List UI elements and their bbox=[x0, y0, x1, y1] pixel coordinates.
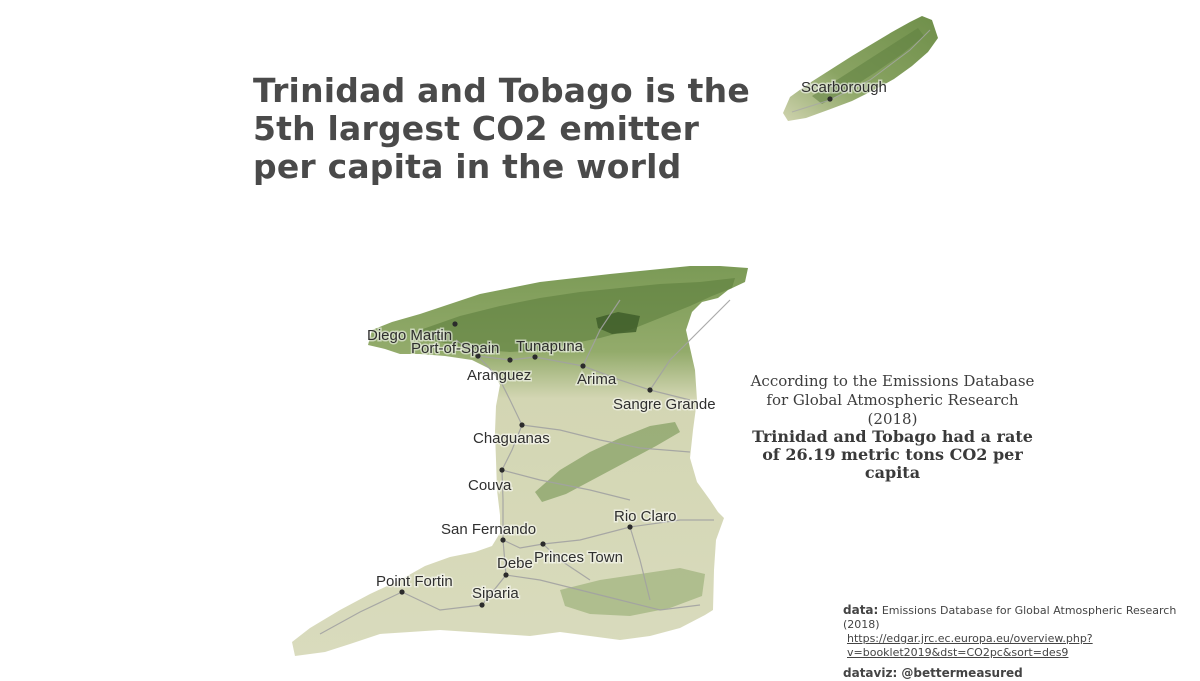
city-dot-san-fernando bbox=[500, 537, 506, 543]
city-dot-rio-claro bbox=[627, 524, 633, 530]
city-label-sangre-grande: Sangre Grande bbox=[613, 396, 716, 413]
dataviz-credit-text: dataviz: @bettermeasured bbox=[843, 666, 1023, 680]
city-label-tunapuna: Tunapuna bbox=[516, 338, 584, 355]
city-dot-port-of-spain bbox=[475, 353, 481, 359]
city-label-san-fernando: San Fernando bbox=[441, 521, 536, 538]
dataviz-credit: dataviz: @bettermeasured bbox=[843, 666, 1195, 681]
southern-hills bbox=[560, 568, 705, 616]
city-dot-debe bbox=[503, 572, 509, 578]
city-label-aranguez: Aranguez bbox=[467, 367, 531, 384]
data-source-link[interactable]: https://edgar.jrc.ec.europa.eu/overview.… bbox=[847, 632, 1093, 659]
emission-finding: Trinidad and Tobago had a rate of 26.19 … bbox=[752, 427, 1033, 482]
city-dot-point-fortin bbox=[399, 589, 405, 595]
source-note: According to the Emissions Database for … bbox=[750, 372, 1035, 428]
northern-range bbox=[420, 278, 735, 352]
city-label-rio-claro: Rio Claro bbox=[614, 508, 677, 525]
city-dot-siparia bbox=[479, 602, 485, 608]
city-dot-arima bbox=[580, 363, 586, 369]
city-dot-chaguanas bbox=[519, 422, 525, 428]
city-dot-couva bbox=[499, 467, 505, 473]
city-dot-princes-town bbox=[540, 541, 546, 547]
data-credit-label: data: bbox=[843, 603, 879, 617]
city-dot-sangre-grande bbox=[647, 387, 653, 393]
city-dot-diego-martin bbox=[452, 321, 458, 327]
tobago-ridge bbox=[812, 28, 924, 104]
city-label-diego-martin: Diego Martin bbox=[367, 327, 452, 344]
credits-block: data: Emissions Database for Global Atmo… bbox=[843, 603, 1195, 681]
city-label-arima: Arima bbox=[577, 371, 617, 388]
city-label-point-fortin: Point Fortin bbox=[376, 573, 453, 590]
data-credit-source: Emissions Database for Global Atmospheri… bbox=[843, 604, 1177, 631]
city-label-scarborough: Scarborough bbox=[801, 79, 887, 96]
city-label-chaguanas: Chaguanas bbox=[473, 430, 550, 447]
city-dot-aranguez bbox=[507, 357, 513, 363]
city-markers bbox=[399, 96, 833, 608]
city-label-siparia: Siparia bbox=[472, 585, 519, 602]
city-label-princes-town: Princes Town bbox=[534, 549, 623, 566]
trinidad-island bbox=[292, 266, 748, 656]
data-credit: data: Emissions Database for Global Atmo… bbox=[843, 603, 1195, 632]
city-label-debe: Debe bbox=[497, 555, 533, 572]
central-range bbox=[535, 422, 680, 502]
city-labels: Scarborough Diego Martin Port-of-Spain T… bbox=[366, 78, 889, 604]
city-label-couva: Couva bbox=[468, 477, 512, 494]
northern-range-peak bbox=[596, 312, 640, 334]
city-dot-tunapuna bbox=[532, 354, 538, 360]
page-title: Trinidad and Tobago is the 5th largest C… bbox=[253, 71, 750, 186]
tobago-roads bbox=[791, 29, 931, 113]
city-label-port-of-spain: Port-of-Spain bbox=[411, 340, 499, 357]
city-dot-scarborough bbox=[827, 96, 833, 102]
